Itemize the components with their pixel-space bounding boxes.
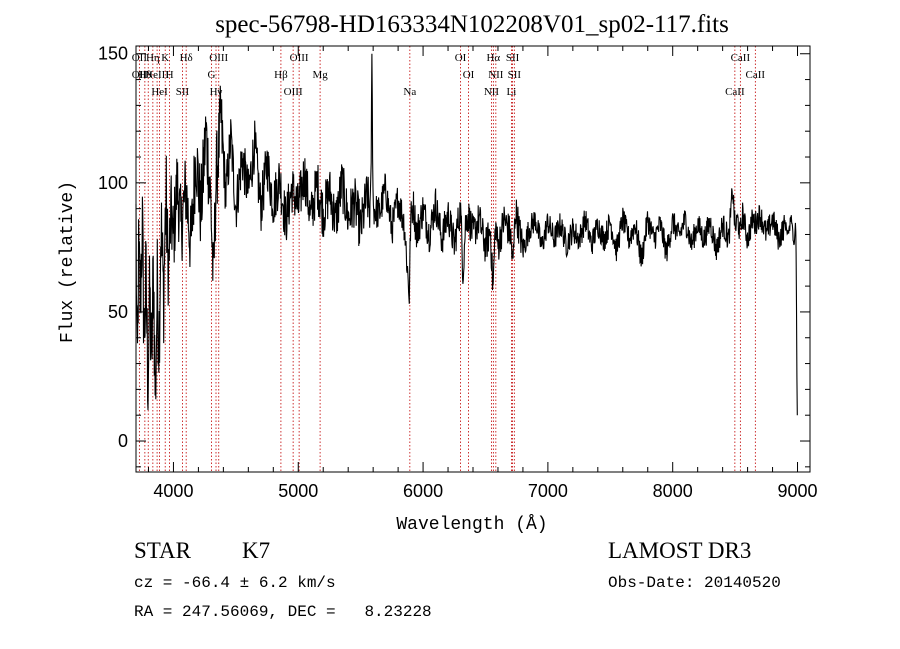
x-tick-label: 7000 (528, 481, 568, 501)
line-marker-label: OIII (284, 86, 303, 98)
y-tick-label: 50 (108, 302, 128, 322)
x-axis-label: Wavelength (Å) (396, 514, 547, 535)
line-marker-label: SII (176, 86, 190, 98)
line-marker-label: Hθ (138, 69, 151, 81)
line-marker-label: OIII (290, 52, 309, 64)
line-marker-labels: OIIOIIHθHηNeIIIHeIKHSIIHδGHγOIIIHβOIIIOI… (132, 52, 766, 98)
line-marker-label: SII (506, 52, 520, 64)
line-marker-label: K (161, 52, 169, 64)
redshift-velocity: cz = -66.4 ± 6.2 km/s (134, 574, 336, 592)
x-tick-label: 8000 (653, 481, 693, 501)
line-marker-label: Hη (146, 52, 160, 64)
axis-tick-labels: 4000 5000 6000 7000 8000 9000 0 50 100 150 (98, 44, 818, 501)
plot-frame (135, 45, 811, 473)
x-tick-label: 9000 (777, 481, 817, 501)
line-marker-label: Hβ (274, 69, 288, 81)
x-tick-label: 6000 (403, 481, 443, 501)
line-marker-label: Hα (486, 52, 500, 64)
line-marker-label: Na (403, 86, 416, 98)
object-class: STAR (134, 538, 191, 563)
line-marker-label: SII (508, 69, 522, 81)
y-tick-label: 0 (118, 431, 128, 451)
line-marker-label: HeI (151, 86, 168, 98)
line-marker-label: NeIII (145, 69, 169, 81)
observation-date: Obs-Date: 20140520 (608, 574, 781, 592)
x-tick-label: 5000 (278, 481, 318, 501)
y-tick-label: 150 (98, 44, 128, 64)
line-markers (138, 46, 756, 472)
x-tick-label: 4000 (153, 481, 193, 501)
line-marker-label: CaII (746, 69, 766, 81)
line-marker-label: H (166, 69, 174, 81)
line-marker-label: OIII (209, 52, 228, 64)
line-marker-label: Mg (312, 69, 328, 81)
line-marker-label: G (208, 69, 216, 81)
survey-name: LAMOST DR3 (608, 538, 752, 563)
line-marker-label: OI (463, 69, 475, 81)
line-marker-label: CaII (731, 52, 751, 64)
line-marker-label: Hδ (180, 52, 193, 64)
chart-title: spec-56798-HD163334N102208V01_sp02-117.f… (215, 11, 729, 38)
line-marker-label: CaII (725, 86, 745, 98)
coordinates: RA = 247.56069, DEC = 8.23228 (134, 603, 432, 621)
axis-ticks (136, 46, 810, 472)
line-marker-label: Hγ (210, 86, 223, 98)
spectrum-line (135, 53, 798, 416)
line-marker-label: NII (488, 69, 504, 81)
y-tick-label: 100 (98, 173, 128, 193)
line-marker-label: OI (455, 52, 467, 64)
object-subclass: K7 (242, 538, 271, 563)
line-marker-label: Li (507, 86, 517, 98)
y-axis-label: Flux (relative) (58, 181, 78, 343)
line-marker-label: NII (484, 86, 500, 98)
